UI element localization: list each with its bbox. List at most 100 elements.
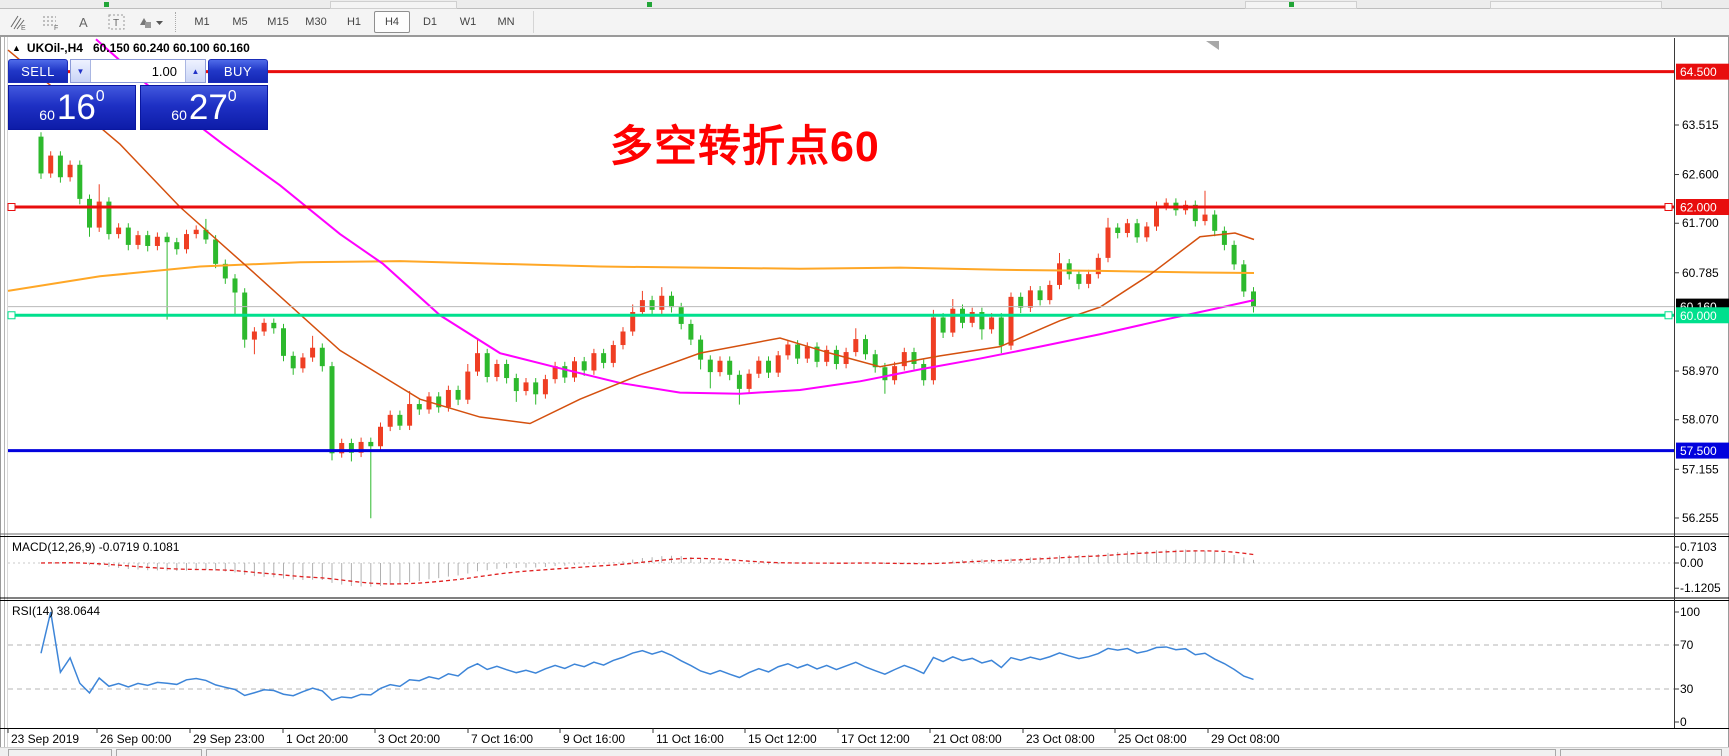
time-axis-label: 26 Sep 00:00 [100,732,172,746]
candle-body [1066,263,1072,275]
timeframe-button-m5[interactable]: M5 [232,16,248,28]
candle-body [1192,204,1198,222]
rsi-axis-label: 0 [1680,715,1687,729]
candle-body [96,201,102,228]
line-handle[interactable] [1664,203,1673,212]
collapse-icon[interactable]: ▲ [12,43,21,53]
buy-price-sup: 0 [227,88,237,105]
one-click-trading-panel: SELL ▼ ▲ BUY 60 16 0 60 27 0 [8,59,268,130]
candle-body [1212,214,1218,231]
candle-body [746,373,752,389]
price-axis-label: 57.155 [1682,462,1719,476]
time-axis-label: 21 Oct 08:00 [933,732,1002,746]
toolbar-separator [533,11,535,33]
volume-input[interactable] [91,60,185,82]
macd-axis-label: 0.00 [1680,556,1704,570]
candle-body [174,242,180,250]
timeframe-button-m30[interactable]: M30 [305,16,327,28]
macd-label: MACD(12,26,9) -0.0719 0.1081 [12,540,180,554]
candle-body [620,331,626,346]
symbol-period-label: UKOil-,H4 [26,41,83,55]
candle-body [998,317,1004,346]
timeframe-button-d1[interactable]: D1 [422,16,438,28]
candle-body [319,347,325,367]
volume-stepper: ▼ ▲ [70,59,206,83]
candle-body [251,331,257,340]
candle-body [271,322,277,329]
timeframes-group: M1 M5 M15 M30 H1 H4 D1 W1 MN [183,11,525,33]
status-cell [1560,749,1722,756]
candle-body [232,278,238,293]
candle-body [339,443,345,454]
time-axis-label: 11 Oct 16:00 [656,732,724,746]
status-bar [0,747,1729,756]
line-handle[interactable] [1664,311,1673,320]
sell-button[interactable]: SELL [8,59,68,83]
chart-window[interactable]: MACD(12,26,9) -0.0719 0.1081 RSI(14) 38.0… [0,35,1729,748]
candle-body [504,363,510,379]
candle-body [1095,257,1101,275]
candle-body [901,352,907,367]
sell-price-prefix: 60 [39,107,55,123]
timeframe-button-mn[interactable]: MN [497,16,515,28]
text-label-icon[interactable]: A [69,11,99,33]
rsi-label: RSI(14) 38.0644 [12,604,100,618]
candle-body [950,308,956,333]
candle-body [979,312,985,330]
price-axis-label: 56.255 [1682,511,1719,525]
arrows-icon[interactable] [135,11,165,33]
candle-body [804,346,810,359]
buy-button[interactable]: BUY [208,59,268,83]
candle-body [436,396,442,408]
candle-body [562,366,568,378]
rsi-line [40,611,1254,702]
clipped-upper-toolbar [0,0,1729,9]
candle-body [882,367,888,381]
candle-body [145,235,151,246]
medium-ma [95,38,1255,395]
candle-body [416,404,422,410]
volume-increase-button[interactable]: ▲ [185,60,205,82]
chart-header: ▲ UKOil-,H4 60.150 60.240 60.100 60.160 [12,40,250,56]
buy-price-prefix: 60 [171,107,187,123]
candle-body [989,317,995,330]
fast-ma [7,49,1255,425]
candle-body [368,441,374,447]
timeframe-button-m15[interactable]: M15 [267,16,289,28]
buy-price-button[interactable]: 60 27 0 [140,85,268,130]
volume-decrease-button[interactable]: ▼ [71,60,91,82]
candle-body [630,312,636,332]
equidistant-channel-icon[interactable]: E [3,11,33,33]
fibonacci-icon[interactable]: F [36,11,66,33]
candle-body [698,339,704,360]
candle-body [1057,263,1062,285]
time-axis-label: 1 Oct 20:00 [286,732,348,746]
line-handle[interactable] [7,311,16,320]
price-badge-label: 60.000 [1680,309,1717,323]
status-cell [116,749,202,756]
sell-price-button[interactable]: 60 16 0 [8,85,136,130]
price-axis-label: 58.970 [1682,364,1719,378]
line-handle[interactable] [7,203,16,212]
timeframe-button-w1[interactable]: W1 [459,16,477,28]
candle-body [455,389,461,400]
time-axis-label: 23 Oct 08:00 [1026,732,1095,746]
timeframe-button-h1[interactable]: H1 [346,16,362,28]
candle-body [601,353,607,363]
timeframe-button-h4[interactable]: H4 [374,11,410,33]
chart-shift-icon[interactable] [1206,41,1219,50]
candle-body [775,355,781,373]
status-cell [8,749,112,756]
price-axis-label: 62.600 [1682,168,1719,182]
candle-body [1241,264,1247,292]
candle-body [863,339,868,355]
candle-body [358,441,364,453]
price-badge [1676,442,1729,459]
candle-body [824,349,830,362]
timeframe-button-m1[interactable]: M1 [194,16,210,28]
text-box-icon[interactable]: T [102,11,132,33]
macd-axis-label: -1.1205 [1680,581,1721,595]
candle-body [67,164,73,178]
candle-body [736,374,742,389]
